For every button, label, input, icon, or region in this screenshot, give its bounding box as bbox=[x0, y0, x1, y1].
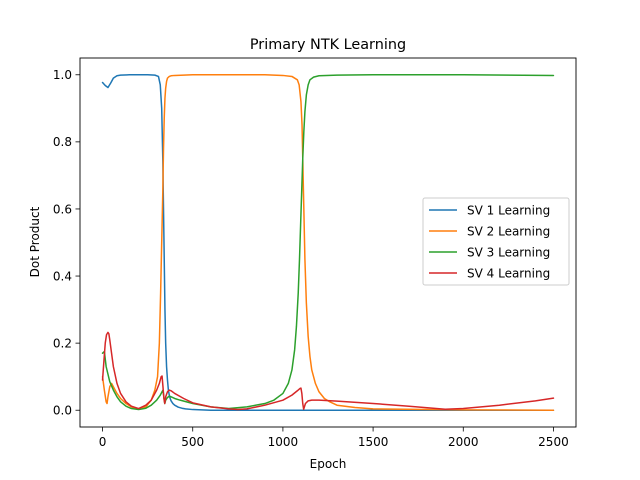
legend-label-1: SV 1 Learning bbox=[467, 203, 550, 217]
y-axis-label: Dot Product bbox=[28, 206, 42, 277]
legend: SV 1 Learning SV 2 Learning SV 3 Learning S… bbox=[422, 197, 570, 286]
x-tick-label: 2500 bbox=[538, 435, 569, 449]
y-tick-label: 0.2 bbox=[53, 336, 72, 350]
series-line-2 bbox=[101, 74, 555, 411]
x-axis-ticks: 0 500 1000 1500 2000 2500 bbox=[99, 427, 569, 449]
y-tick-label: 0.8 bbox=[53, 135, 72, 149]
x-tick-label: 500 bbox=[181, 435, 204, 449]
x-tick-label: 1500 bbox=[358, 435, 389, 449]
legend-label-3: SV 3 Learning bbox=[467, 245, 550, 259]
y-axis-ticks: 0.0 0.2 0.4 0.6 0.8 1.0 bbox=[53, 68, 80, 418]
x-tick-label: 2000 bbox=[448, 435, 479, 449]
legend-box bbox=[422, 197, 570, 286]
series-lines bbox=[101, 74, 555, 411]
y-tick-label: 1.0 bbox=[53, 68, 72, 82]
series-line-1 bbox=[101, 74, 555, 411]
x-axis-label: Epoch bbox=[310, 457, 347, 471]
x-tick-label: 0 bbox=[99, 435, 107, 449]
y-tick-label: 0.6 bbox=[53, 202, 72, 216]
chart-title: Primary NTK Learning bbox=[250, 37, 406, 53]
y-tick-label: 0.0 bbox=[53, 404, 72, 418]
y-tick-label: 0.4 bbox=[53, 269, 72, 283]
plot-frame bbox=[79, 57, 577, 428]
legend-label-2: SV 2 Learning bbox=[467, 224, 550, 238]
x-tick-label: 1000 bbox=[268, 435, 299, 449]
legend-label-4: SV 4 Learning bbox=[467, 266, 550, 280]
series-line-4 bbox=[101, 331, 555, 411]
